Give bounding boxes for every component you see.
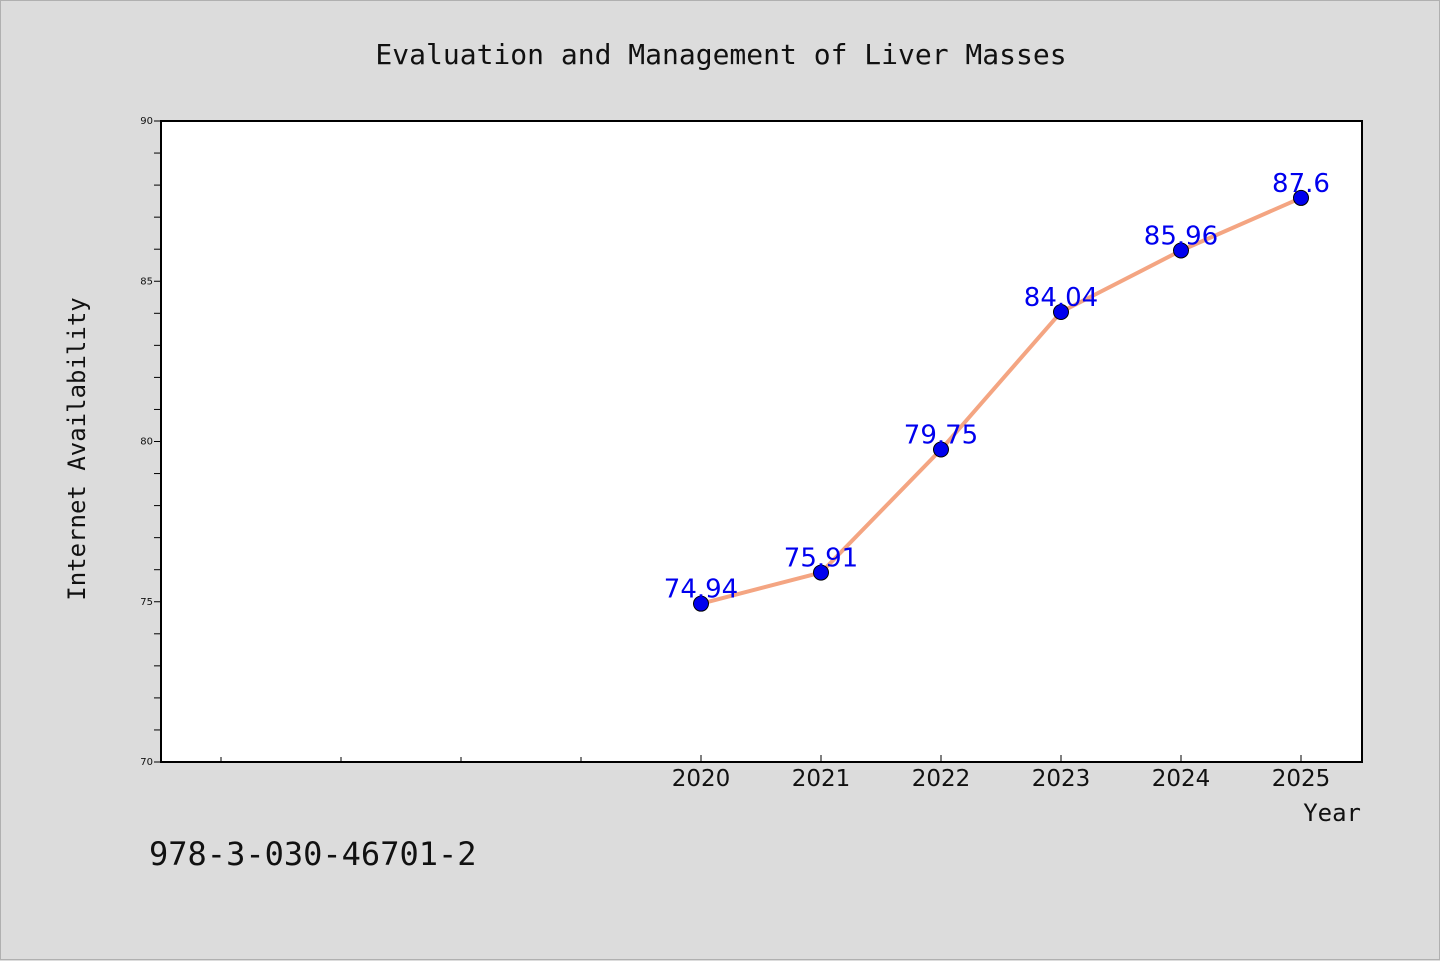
data-label: 87.6 bbox=[1272, 169, 1330, 199]
data-point bbox=[1173, 242, 1189, 259]
data-point bbox=[693, 595, 709, 612]
x-tick-label: 2025 bbox=[1272, 766, 1331, 792]
data-point bbox=[813, 564, 829, 581]
plot-area bbox=[160, 120, 1363, 763]
data-label: 74.94 bbox=[664, 575, 738, 605]
x-tick-label: 2021 bbox=[792, 766, 851, 792]
x-tick-label: 2024 bbox=[1152, 766, 1211, 792]
y-axis-label: Internet Availability bbox=[63, 297, 91, 600]
x-axis-label: Year bbox=[1303, 799, 1361, 827]
data-point bbox=[933, 441, 949, 458]
axes: 70 75 80 85 90 2020 2021 2022 2023 2024 2025 bbox=[140, 116, 1330, 792]
series-line: 74.94 75.91 79.75 84.04 85.96 87.6 bbox=[664, 169, 1330, 612]
y-tick-label: 90 bbox=[140, 116, 153, 127]
x-tick-label: 2023 bbox=[1032, 766, 1091, 792]
data-point bbox=[1293, 189, 1309, 206]
data-label: 75.91 bbox=[784, 544, 858, 574]
data-point bbox=[1053, 304, 1069, 321]
data-label: 85.96 bbox=[1144, 221, 1218, 251]
chart-title: Evaluation and Management of Liver Masse… bbox=[375, 38, 1066, 71]
x-tick-label: 2022 bbox=[912, 766, 971, 792]
y-tick-label: 75 bbox=[140, 597, 153, 608]
x-tick-label: 2020 bbox=[672, 766, 731, 792]
y-tick-label: 85 bbox=[140, 276, 153, 287]
series-polyline bbox=[699, 195, 1303, 606]
isbn-annotation: 978-3-030-46701-2 bbox=[149, 835, 477, 873]
y-tick-label: 80 bbox=[140, 437, 153, 448]
data-label: 84.04 bbox=[1024, 283, 1098, 313]
y-tick-label: 70 bbox=[140, 757, 153, 768]
data-label: 79.75 bbox=[904, 421, 978, 451]
